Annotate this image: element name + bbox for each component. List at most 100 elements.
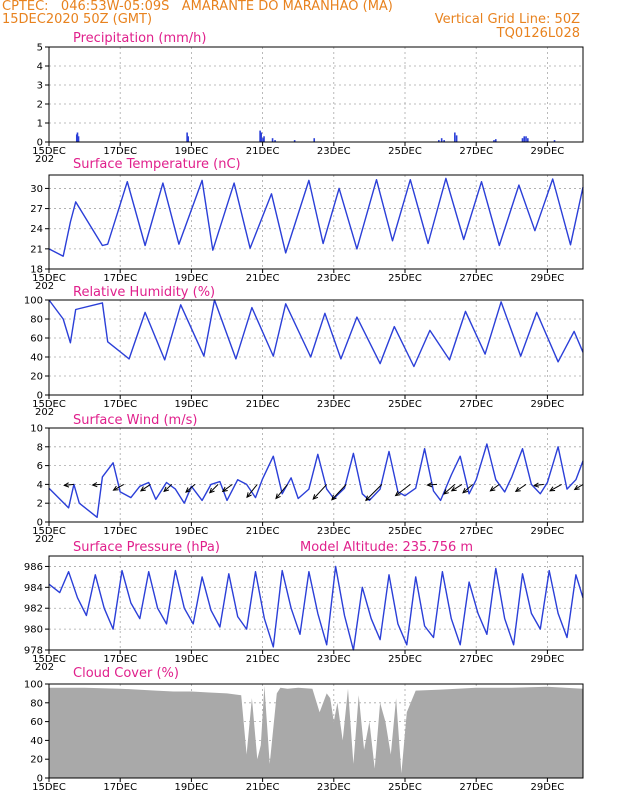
wind-arrow-5 (185, 484, 196, 493)
panel-title-1: Surface Temperature (nC) (73, 157, 241, 172)
ytick-label-4-1: 980 (24, 625, 43, 636)
precip-bar-24 (553, 140, 556, 142)
precip-bar-23 (527, 138, 529, 142)
wind-arrow-head-4 (163, 486, 170, 493)
ytick-label-2-4: 80 (30, 315, 43, 326)
panel-title-2: Relative Humidity (%) (73, 285, 215, 300)
wind-arrow-7 (222, 483, 233, 492)
precip-bar-9 (271, 138, 274, 142)
xtick-label-2-3: 21DEC (246, 399, 280, 410)
ytick-label-0-0: 0 (37, 138, 43, 149)
wind-arrow-16 (451, 483, 463, 492)
ytick-label-3-3: 6 (37, 461, 43, 472)
ytick-label-1-2: 24 (30, 224, 43, 235)
precip-bar-2 (77, 136, 80, 142)
ytick-label-4-0: 978 (24, 646, 43, 657)
xtick-year-3: 202 (35, 534, 54, 545)
xtick-label-5-3: 21DEC (246, 782, 280, 793)
precip-bar-7 (262, 138, 264, 142)
wind-arrow-3 (140, 483, 151, 492)
wind-arrow-head-14 (426, 482, 433, 488)
panel-frame-5 (48, 683, 584, 779)
xtick-label-1-6: 27DEC (459, 273, 493, 284)
panel-title-5: Cloud Cover (%) (73, 666, 179, 681)
panel-frame-2 (48, 299, 584, 396)
precip-bar-19 (494, 139, 497, 142)
temperature-line (48, 177, 584, 257)
wind-arrow-head-16 (450, 486, 457, 492)
wind-arrow-head-3 (139, 486, 146, 492)
xtick-label-5-1: 17DEC (103, 782, 137, 793)
xtick-label-4-3: 21DEC (246, 654, 280, 665)
ytick-label-3-4: 8 (37, 442, 43, 453)
wind-arrow-head-8 (246, 492, 252, 499)
ytick-label-3-0: 0 (37, 518, 43, 529)
xtick-label-1-7: 29DEC (531, 273, 565, 284)
xtick-label-3-7: 29DEC (531, 526, 565, 537)
ytick-label-3-2: 4 (37, 480, 43, 491)
precip-bar-14 (440, 138, 443, 142)
wind-arrow-13 (395, 484, 411, 496)
xtick-label-3-4: 23DEC (317, 526, 351, 537)
ytick-label-2-2: 40 (30, 353, 43, 364)
panel-frame-3 (48, 427, 584, 523)
xtick-label-1-2: 19DEC (175, 273, 209, 284)
wind-arrow-head-9 (275, 493, 281, 500)
wind-arrow-10 (312, 484, 328, 500)
ytick-label-0-3: 3 (37, 81, 43, 92)
ytick-label-2-1: 20 (30, 372, 43, 383)
precip-bar-3 (186, 132, 188, 142)
ytick-label-1-1: 21 (30, 244, 43, 255)
ytick-label-1-0: 18 (30, 265, 43, 276)
wind-arrow-head-1 (91, 482, 98, 488)
ytick-label-5-2: 40 (30, 736, 43, 747)
wind-arrow-head-12 (365, 495, 371, 502)
wind-arrow-head-13 (394, 490, 401, 497)
precip-bar-17 (455, 135, 458, 142)
wind-arrow-12 (365, 484, 383, 501)
xtick-label-1-3: 21DEC (246, 273, 280, 284)
wind-arrow-1 (92, 483, 101, 486)
xtick-label-0-2: 19DEC (175, 146, 209, 157)
wind-arrow-6 (209, 484, 219, 494)
xtick-label-1-0: 15DEC (32, 273, 66, 284)
xtick-label-2-5: 25DEC (388, 399, 422, 410)
xtick-label-0-4: 23DEC (317, 146, 351, 157)
wind-arrow-head-10 (312, 494, 319, 500)
precip-bar-12 (313, 138, 316, 142)
xtick-label-5-4: 23DEC (317, 782, 351, 793)
wind-arrow-19 (515, 483, 527, 492)
xtick-label-3-0: 15DEC (32, 526, 66, 537)
header-date: 15DEC2020 50Z (GMT) (2, 12, 153, 27)
precip-bar-4 (187, 136, 189, 142)
precip-bar-6 (260, 132, 262, 142)
precip-bar-13 (438, 140, 440, 142)
wind-arrow-head-6 (208, 487, 215, 494)
xtick-label-2-7: 29DEC (531, 399, 565, 410)
wind-arrow-head-15 (443, 489, 449, 495)
ytick-label-2-3: 60 (30, 334, 43, 345)
model-altitude-annotation: Model Altitude: 235.756 m (300, 540, 473, 555)
ytick-label-0-5: 5 (37, 43, 43, 54)
precip-bar-21 (523, 136, 526, 142)
wind-arrow-2 (113, 483, 125, 491)
wind-arrow-17 (462, 484, 473, 494)
xtick-label-1-5: 25DEC (388, 273, 422, 284)
ytick-label-3-1: 2 (37, 499, 43, 510)
ytick-label-5-5: 100 (24, 680, 43, 691)
cloud-cover-area (49, 685, 583, 778)
ytick-label-2-0: 0 (37, 391, 43, 402)
wind-arrow-head-7 (221, 486, 228, 493)
ytick-label-4-4: 986 (24, 562, 43, 573)
precip-bar-22 (525, 136, 527, 142)
xtick-label-1-4: 23DEC (317, 273, 351, 284)
xtick-label-4-2: 19DEC (175, 654, 209, 665)
humidity-line (48, 299, 584, 368)
xtick-label-4-4: 23DEC (317, 654, 351, 665)
xtick-year-2: 202 (35, 407, 54, 418)
wind-arrow-21 (549, 483, 562, 492)
xtick-label-3-3: 21DEC (246, 526, 280, 537)
ytick-label-0-2: 2 (37, 100, 43, 111)
xtick-label-3-1: 17DEC (103, 526, 137, 537)
